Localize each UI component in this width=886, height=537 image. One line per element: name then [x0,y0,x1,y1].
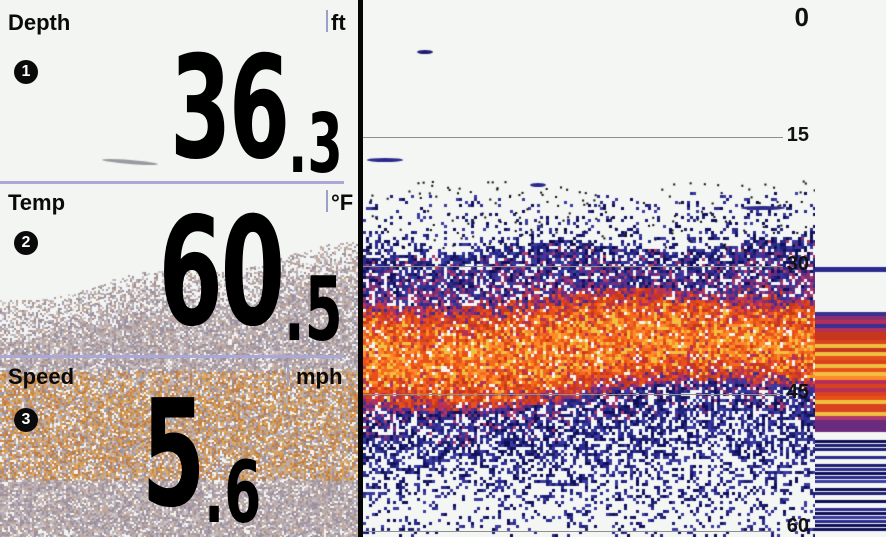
speed-unit: mph [296,364,343,389]
speed-readout: Speed mph 3 5 .6 [0,358,358,537]
a-scope-view [815,0,886,537]
depth-scale-label: 0 [794,2,809,32]
temp-unit: °F [331,190,354,215]
panel-divider [358,0,363,537]
temp-value-whole: 60 [158,186,286,360]
speed-value-whole: 5 [141,368,206,537]
depth-gridline [363,531,773,532]
depth-value-fraction: .3 [288,97,343,192]
speed-title: Speed [8,364,75,389]
depth-unit-divider [326,10,328,32]
speed-unit-divider [287,364,289,386]
depth-title: Depth [8,10,71,35]
temp-unit-divider [326,190,328,212]
readout-background-sonar [0,0,358,537]
speed-value-fraction: .6 [204,443,262,537]
depth-scale-label: 15 [786,123,809,146]
temp-badge-icon: 2 [14,231,38,255]
temp-title: Temp [8,190,66,215]
depth-gridline [363,136,783,138]
depth-readout: Depth ft 1 36 .3 [0,0,358,191]
depth-scale-label: 60 [786,515,809,537]
depth-badge-icon: 1 [14,60,38,84]
readout-separator [0,181,344,184]
temp-value-fraction: .5 [284,258,343,361]
digital-readouts-panel: Depth ft 1 36 .3 Temp °F 2 60 .5 Speed m… [0,0,358,537]
temp-readout: Temp °F 2 60 .5 [0,184,358,356]
sonar-view: 0 15 30 45 60 [363,0,815,537]
sonar-echo-returns [363,0,815,537]
depth-scale-label: 45 [786,381,809,404]
depth-value-whole: 36 [170,26,290,191]
readout-separator [0,355,344,358]
a-scope-bars [815,0,886,537]
depth-unit: ft [331,10,346,35]
depth-gridline [363,265,783,267]
depth-scale-label: 30 [786,252,809,275]
speed-badge-icon: 3 [14,408,38,432]
depth-gridline [363,394,783,396]
